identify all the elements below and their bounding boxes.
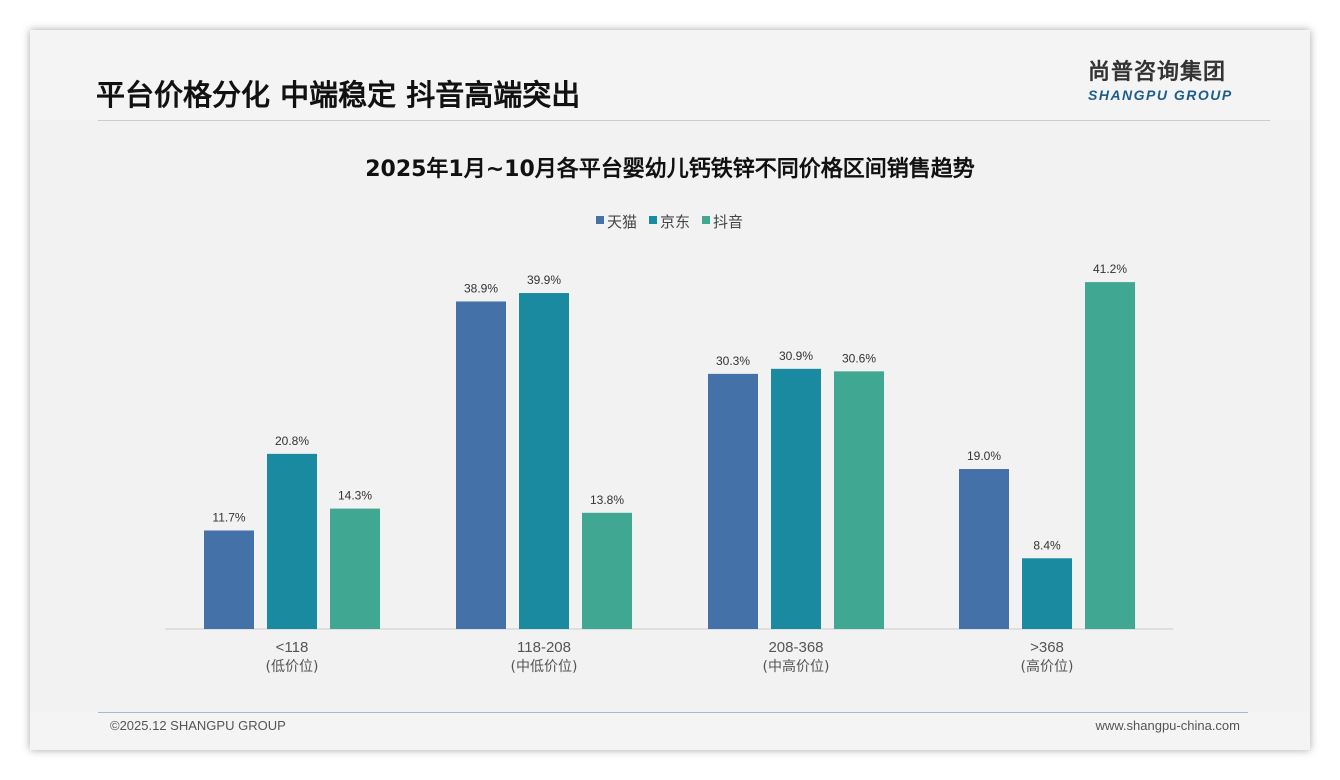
data-label: 8.4% [1033, 538, 1061, 552]
footer-divider [98, 712, 1248, 713]
bar [1085, 282, 1135, 629]
bar [204, 530, 254, 629]
data-label: 30.3% [716, 354, 750, 368]
bar [708, 373, 758, 629]
legend-label: 天猫 [607, 213, 637, 231]
copyright: ©2025.12 SHANGPU GROUP [110, 718, 286, 733]
data-label: 14.3% [338, 489, 372, 503]
bar [330, 508, 380, 629]
website: www.shangpu-china.com [1095, 718, 1240, 733]
bar [771, 368, 821, 629]
legend-label: 抖音 [713, 213, 743, 231]
category-sublabel: (中低价位) [511, 659, 578, 675]
logo-cn: 尚普咨询集团 [1088, 60, 1227, 85]
data-label: 19.0% [967, 449, 1001, 463]
category-label: <118 [276, 639, 309, 656]
bar [519, 293, 569, 629]
category-label: 208-368 [768, 639, 823, 656]
bar [456, 301, 506, 629]
logo-en: SHANGPU GROUP [1088, 87, 1233, 103]
category-sublabel: (中高价位) [763, 658, 830, 675]
data-label: 39.9% [527, 273, 561, 287]
data-label: 38.9% [464, 281, 498, 295]
page-title: 平台价格分化 中端稳定 抖音高端突出 [96, 78, 581, 112]
bar [959, 469, 1009, 629]
bar [267, 453, 317, 629]
legend-swatch [596, 216, 604, 224]
bar [834, 371, 884, 629]
category-label: 118-208 [517, 639, 571, 656]
divider [98, 120, 1270, 121]
legend-swatch [702, 216, 710, 224]
bar [582, 512, 632, 629]
legend-swatch [649, 216, 657, 224]
data-label: 13.8% [590, 493, 624, 507]
data-label: 30.6% [842, 351, 876, 365]
data-label: 41.2% [1093, 262, 1127, 276]
legend-label: 京东 [660, 213, 690, 231]
category-sublabel: (高价位) [1021, 658, 1074, 675]
data-label: 11.7% [212, 510, 245, 524]
data-label: 30.9% [779, 349, 813, 363]
bar [1022, 558, 1072, 629]
category-label: >368 [1030, 639, 1064, 656]
data-label: 20.8% [275, 434, 309, 448]
category-sublabel: (低价位) [266, 659, 319, 675]
chart-title: 2025年1月~10月各平台婴幼儿钙铁锌不同价格区间销售趋势 [365, 156, 975, 182]
